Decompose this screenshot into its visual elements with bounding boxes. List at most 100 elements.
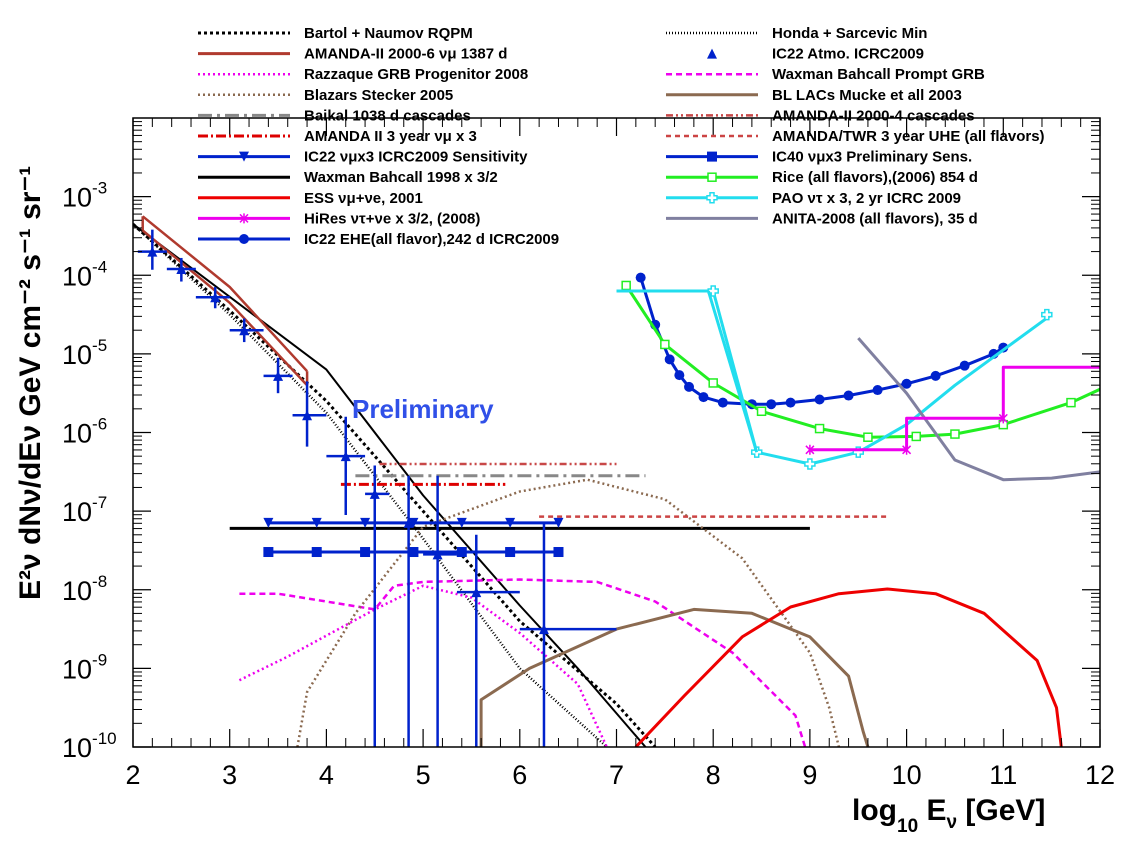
series-line-waxman-bahcall-1998-diagonal	[133, 223, 647, 747]
error-point-ic22-atmo-icrc2009-7	[365, 465, 390, 747]
legend-item-ic22-x3-icrc2009-sensitivity: IC22 νμx3 ICRC2009 Sensitivity	[198, 149, 528, 166]
legend-label: ANITA-2008 (all flavors), 35 d	[772, 210, 978, 227]
point-ic40-x3-preliminary-sens-15	[959, 360, 970, 371]
y-tick-label: 10-4	[62, 257, 107, 291]
point-pao-x-3-2-yr-icrc-2009-2	[804, 458, 816, 470]
point-hires-e-x-3-2-2008-0	[805, 444, 815, 455]
legend-label: IC40 νμx3 Preliminary Sens.	[772, 149, 972, 166]
error-point-ic22-atmo-icrc2009-1	[166, 257, 196, 282]
point-ic22-x3-icrc2009-sensitivity-2	[360, 517, 371, 528]
error-point-marker	[538, 624, 549, 635]
legend-item-amanda-ii-2000-6-1387-d: AMANDA-II 2000-6 νμ 1387 d	[198, 46, 507, 63]
legend-item-bartol-naumov-rqpm: Bartol + Naumov RQPM	[198, 25, 473, 42]
point-rice-all-flavors-2006-854-d-5	[863, 432, 873, 442]
legend-label: Honda + Sarcevic Min	[772, 25, 927, 42]
legend-item-ess-e-2001: ESS νμ+νe, 2001	[198, 190, 423, 207]
legend-marker	[707, 172, 717, 182]
error-point-marker	[471, 587, 482, 598]
legend-item-pao-x-3-2-yr-icrc-2009: PAO ντ x 3, 2 yr ICRC 2009	[666, 190, 961, 207]
y-tick-label: 10-9	[62, 650, 107, 684]
x-tick-label: 8	[706, 760, 721, 790]
legend-item-waxman-bahcall-prompt-grb: Waxman Bahcall Prompt GRB	[666, 66, 985, 83]
point-hires-e-x-3-2-2008-1	[902, 444, 912, 455]
legend-label: IC22 νμx3 ICRC2009 Sensitivity	[304, 149, 528, 166]
error-point-ic22-atmo-icrc2009-5	[292, 381, 327, 447]
legend-label: Bartol + Naumov RQPM	[304, 25, 473, 42]
series-line-bartol-naumov-rqpm	[133, 222, 657, 747]
legend-item-ic22-ehe-all-flavor-242-d-icrc2009: IC22 EHE(all flavor),242 d ICRC2009	[198, 231, 559, 248]
legend-marker	[706, 192, 718, 204]
point-ic22-x3-icrc2009-sensitivity-1	[311, 517, 322, 528]
point-ic22-x3-icrc2009-sensitivity-4	[456, 517, 467, 528]
point-ic40-x3-preliminary-sens-10	[814, 394, 825, 405]
error-point-marker	[302, 410, 313, 421]
legend-label: Waxman Bahcall 1998 x 3/2	[304, 169, 498, 186]
point-ic40-x3-preliminary-sens-13	[901, 378, 912, 389]
legend-label: Razzaque GRB Progenitor 2008	[304, 66, 528, 83]
legend-label: IC22 EHE(all flavor),242 d ICRC2009	[304, 231, 559, 248]
series-layer	[133, 215, 1100, 747]
point-rice-all-flavors-2006-854-d-1	[660, 339, 670, 350]
legend-item-bl-lacs-mucke-et-all-2003: BL LACs Mucke et all 2003	[666, 87, 962, 104]
legend-item-waxman-bahcall-1998-x-3-2: Waxman Bahcall 1998 x 3/2	[198, 169, 498, 186]
error-point-marker	[147, 246, 158, 257]
point-ic22-x3-icrc2009-sensitivity-5	[505, 517, 516, 528]
error-point-ic22-atmo-icrc2009-6	[326, 416, 366, 516]
legend-label: HiRes ντ+νe x 3/2, (2008)	[304, 210, 480, 227]
point-ic22-ehe-all-flavor-242-d-icrc2009-4	[456, 547, 467, 558]
error-point-marker	[369, 488, 380, 499]
x-tick-label: 12	[1085, 760, 1115, 790]
point-ic40-x3-preliminary-sens-4	[684, 381, 695, 392]
point-ic40-x3-preliminary-sens-12	[872, 385, 883, 396]
y-tick-label: 10-3	[62, 179, 107, 213]
point-ic40-x3-preliminary-sens-0	[635, 272, 646, 283]
point-ic40-x3-preliminary-sens-3	[674, 370, 685, 381]
legend-label: Blazars Stecker 2005	[304, 87, 453, 104]
legend-item-ic22-atmo-icrc2009: IC22 Atmo. ICRC2009	[707, 46, 924, 63]
x-tick-label: 9	[802, 760, 817, 790]
legend-item-anita-2008-all-flavors-35-d: ANITA-2008 (all flavors), 35 d	[666, 210, 978, 227]
y-tick-label: 10-8	[62, 572, 107, 606]
error-point-ic22-atmo-icrc2009-2	[195, 287, 230, 309]
point-rice-all-flavors-2006-854-d-6	[911, 431, 922, 442]
series-line-ess-e-2001	[634, 587, 1063, 747]
legend-label: AMANDA/TWR 3 year UHE (all flavors)	[772, 128, 1045, 145]
legend-label: ESS νμ+νe, 2001	[304, 190, 423, 207]
legend-item-amanda-ii-3-year-x-3: AMANDA II 3 year νμ x 3	[198, 128, 477, 145]
point-ic40-x3-preliminary-sens-11	[843, 390, 854, 401]
point-hires-e-x-3-2-2008-2	[998, 413, 1008, 424]
x-tick-label: 11	[989, 760, 1017, 790]
legend: Bartol + Naumov RQPM AMANDA-II 2000-6 νμ …	[198, 25, 1045, 248]
x-tick-label: 7	[609, 760, 624, 790]
point-ic22-x3-icrc2009-sensitivity-6	[553, 517, 564, 528]
x-tick-label: 10	[892, 760, 922, 790]
y-tick-label: 10-6	[62, 415, 107, 449]
point-ic40-x3-preliminary-sens-14	[930, 370, 941, 381]
legend-label: Baikal 1038 d cascades	[304, 107, 471, 124]
legend-item-amanda-twr-3-year-uhe-all-flavors: AMANDA/TWR 3 year UHE (all flavors)	[666, 128, 1045, 145]
y-tick-label: 10-5	[62, 336, 107, 370]
error-point-marker	[403, 517, 414, 528]
series-line-amanda-ii-2000-6-lower	[141, 229, 309, 387]
point-ic40-x3-preliminary-sens-2	[664, 354, 675, 365]
point-pao-x-3-2-yr-icrc-2009-4	[1041, 308, 1053, 321]
error-point-marker	[432, 549, 443, 560]
point-rice-all-flavors-2006-854-d-2	[708, 378, 718, 388]
legend-label: BL LACs Mucke et all 2003	[772, 87, 962, 104]
axis-layer: 2 3 4 5 6 7 8 9 10 11 12 10-10 10-9 10-8 10-7 10-6 10-5 1…	[62, 118, 1115, 790]
series-line-waxman-bahcall-prompt-grb	[239, 578, 807, 747]
error-point-ic22-atmo-icrc2009-8	[389, 475, 428, 747]
error-point-ic22-atmo-icrc2009-0	[137, 229, 167, 270]
x-tick-label: 5	[416, 760, 431, 790]
x-tick-label: 3	[222, 760, 237, 790]
preliminary-annotation: Preliminary	[352, 394, 494, 424]
series-line-pao-first-segment	[706, 290, 759, 453]
error-point-marker	[239, 325, 250, 336]
error-point-marker	[273, 370, 284, 381]
x-tick-label: 6	[512, 760, 527, 790]
legend-label: AMANDA-II 2000-4 cascades	[772, 107, 975, 124]
y-axis-title: E²ν dNν/dEν GeV cm⁻² s⁻¹ sr⁻¹	[14, 166, 47, 600]
legend-item-honda-sarcevic-min: Honda + Sarcevic Min	[666, 25, 927, 42]
series-line-hires-e-x-3-2-2008	[809, 365, 1100, 452]
